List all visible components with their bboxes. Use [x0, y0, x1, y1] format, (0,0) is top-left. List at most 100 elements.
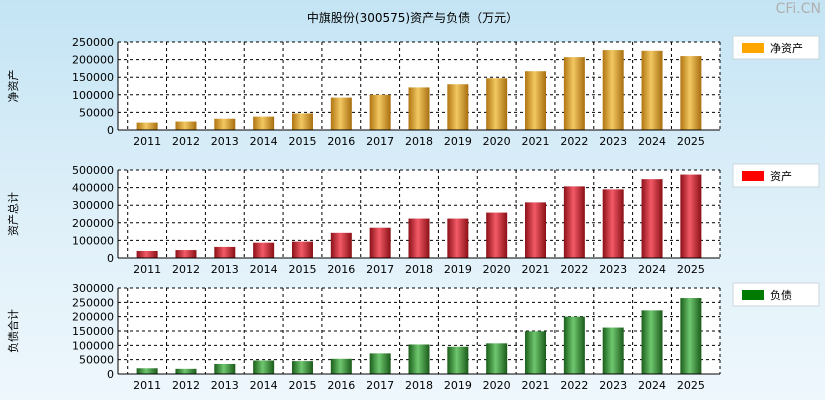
total-liabilities-bar-2021: [525, 331, 547, 374]
legend-box: [732, 163, 820, 188]
y-tick-label: 500000: [72, 164, 114, 177]
watermark-logo: CFi.CN: [775, 1, 821, 17]
total-liabilities-bar-2019: [447, 346, 469, 374]
x-tick-label: 2025: [677, 263, 705, 276]
x-tick-label: 2023: [599, 135, 627, 148]
y-tick-label: 300000: [72, 282, 114, 295]
total-assets-panel: 0 100000 200000 300000 400000 500000 2011 2012 2…: [6, 163, 820, 276]
total-assets-bar-2011: [136, 250, 158, 258]
legend-label: 资产: [770, 169, 792, 183]
net-assets-bar-2020: [486, 78, 508, 130]
x-tick-label: 2018: [405, 135, 433, 148]
net-assets-bar-2019: [447, 84, 469, 130]
x-tick-label: 2024: [638, 263, 666, 276]
net-assets-bar-2014: [253, 116, 275, 130]
y-tick-label: 250000: [72, 296, 114, 309]
total-liabilities-bar-2023: [602, 327, 624, 374]
y-tick-label: 400000: [72, 182, 114, 195]
net-assets-bar-2015: [291, 113, 313, 130]
total-assets-bar-2016: [330, 232, 352, 258]
y-tick-label: 100000: [72, 89, 114, 102]
x-tick-label: 2012: [172, 379, 200, 392]
total-liabilities-bar-2015: [291, 361, 313, 374]
total-assets-bar-2021: [525, 202, 547, 258]
y-tick-label: 200000: [72, 54, 114, 67]
total-liabilities-bar-2013: [214, 363, 236, 374]
net-assets-bar-2024: [641, 50, 663, 130]
x-tick-label: 2014: [250, 379, 278, 392]
total-assets-bar-2012: [175, 250, 197, 258]
total-assets-bar-2019: [447, 218, 469, 258]
net-assets-bar-2013: [214, 118, 236, 130]
x-tick-label: 2021: [522, 135, 550, 148]
x-tick-label: 2020: [483, 379, 511, 392]
x-tick-label: 2013: [211, 263, 239, 276]
net-assets-bar-2016: [330, 97, 352, 130]
net-assets-bar-2022: [563, 57, 585, 130]
x-tick-label: 2014: [250, 263, 278, 276]
x-tick-label: 2017: [366, 263, 394, 276]
x-tick-label: 2012: [172, 135, 200, 148]
x-tick-label: 2022: [560, 379, 588, 392]
y-tick-label: 150000: [72, 71, 114, 84]
x-tick-label: 2017: [366, 135, 394, 148]
x-tick-label: 2018: [405, 379, 433, 392]
total-assets-bar-2025: [680, 174, 702, 258]
y-tick-label: 200000: [72, 311, 114, 324]
x-tick-label: 2016: [327, 263, 355, 276]
total-liabilities-bar-2016: [330, 358, 352, 374]
total-assets-y-axis-label: 资产总计: [6, 192, 20, 236]
x-tick-label: 2019: [444, 263, 472, 276]
y-tick-label: 100000: [72, 234, 114, 247]
net-assets-y-axis-label: 净资产: [6, 70, 20, 103]
net-assets-bar-2011: [136, 122, 158, 130]
x-tick-label: 2015: [288, 379, 316, 392]
x-tick-label: 2012: [172, 263, 200, 276]
total-liabilities-bar-2017: [369, 353, 391, 374]
total-liabilities-bar-2012: [175, 368, 197, 374]
net-assets-legend: 净资产: [732, 35, 820, 60]
x-tick-label: 2021: [522, 379, 550, 392]
total-assets-bar-2015: [291, 241, 313, 258]
y-tick-label: 50000: [79, 106, 114, 119]
y-tick-label: 250000: [72, 36, 114, 49]
x-tick-label: 2023: [599, 263, 627, 276]
total-liabilities-bar-2014: [253, 360, 275, 374]
y-tick-label: 50000: [79, 354, 114, 367]
y-tick-label: 300000: [72, 199, 114, 212]
legend-swatch: [742, 290, 764, 300]
x-tick-label: 2020: [483, 263, 511, 276]
net-assets-bar-2012: [175, 121, 197, 130]
x-tick-label: 2015: [288, 135, 316, 148]
total-assets-legend: 资产: [732, 163, 820, 188]
total-assets-bar-2022: [563, 186, 585, 258]
total-liabilities-y-axis-label: 负债合计: [6, 309, 20, 353]
y-tick-label: 0: [107, 252, 114, 265]
x-tick-label: 2025: [677, 379, 705, 392]
legend-swatch: [742, 43, 764, 53]
y-tick-label: 100000: [72, 339, 114, 352]
net-assets-bar-2023: [602, 50, 624, 130]
total-assets-bar-2023: [602, 189, 624, 258]
total-assets-bar-2018: [408, 218, 430, 258]
x-tick-label: 2011: [133, 379, 161, 392]
x-tick-label: 2023: [599, 379, 627, 392]
net-assets-bar-2025: [680, 56, 702, 130]
legend-box: [732, 282, 820, 307]
total-assets-bar-2014: [253, 242, 275, 258]
x-tick-label: 2013: [211, 379, 239, 392]
x-tick-label: 2018: [405, 263, 433, 276]
y-tick-label: 0: [107, 124, 114, 137]
total-liabilities-bar-2025: [680, 298, 702, 374]
x-tick-label: 2025: [677, 135, 705, 148]
y-tick-label: 200000: [72, 217, 114, 230]
y-tick-label: 0: [107, 368, 114, 381]
x-tick-label: 2019: [444, 135, 472, 148]
x-tick-label: 2024: [638, 379, 666, 392]
x-tick-label: 2014: [250, 135, 278, 148]
total-liabilities-legend: 负债: [732, 282, 820, 307]
net-assets-panel: 0 50000 100000 150000 200000 250000 2011 2012 20…: [6, 35, 820, 148]
total-liabilities-bar-2011: [136, 368, 158, 374]
